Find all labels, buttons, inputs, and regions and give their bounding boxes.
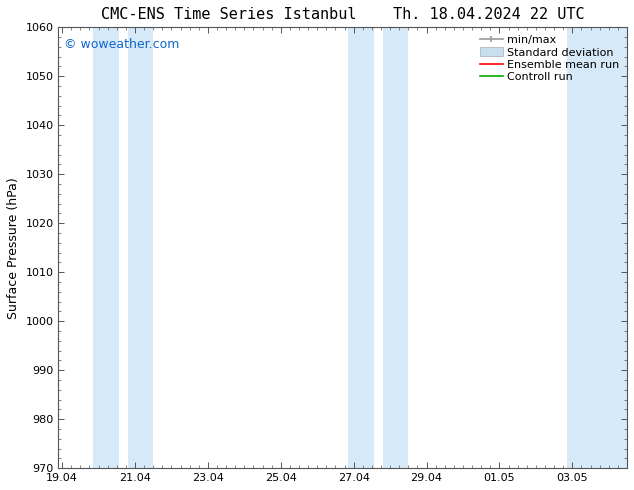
- Text: © woweather.com: © woweather.com: [64, 38, 179, 51]
- Bar: [93, 27, 119, 468]
- Title: CMC-ENS Time Series Istanbul    Th. 18.04.2024 22 UTC: CMC-ENS Time Series Istanbul Th. 18.04.2…: [101, 7, 585, 22]
- Legend: min/max, Standard deviation, Ensemble mean run, Controll run: min/max, Standard deviation, Ensemble me…: [476, 30, 624, 87]
- Y-axis label: Surface Pressure (hPa): Surface Pressure (hPa): [7, 177, 20, 318]
- Bar: [127, 27, 153, 468]
- Bar: [348, 27, 374, 468]
- Bar: [383, 27, 408, 468]
- Bar: [567, 27, 627, 468]
